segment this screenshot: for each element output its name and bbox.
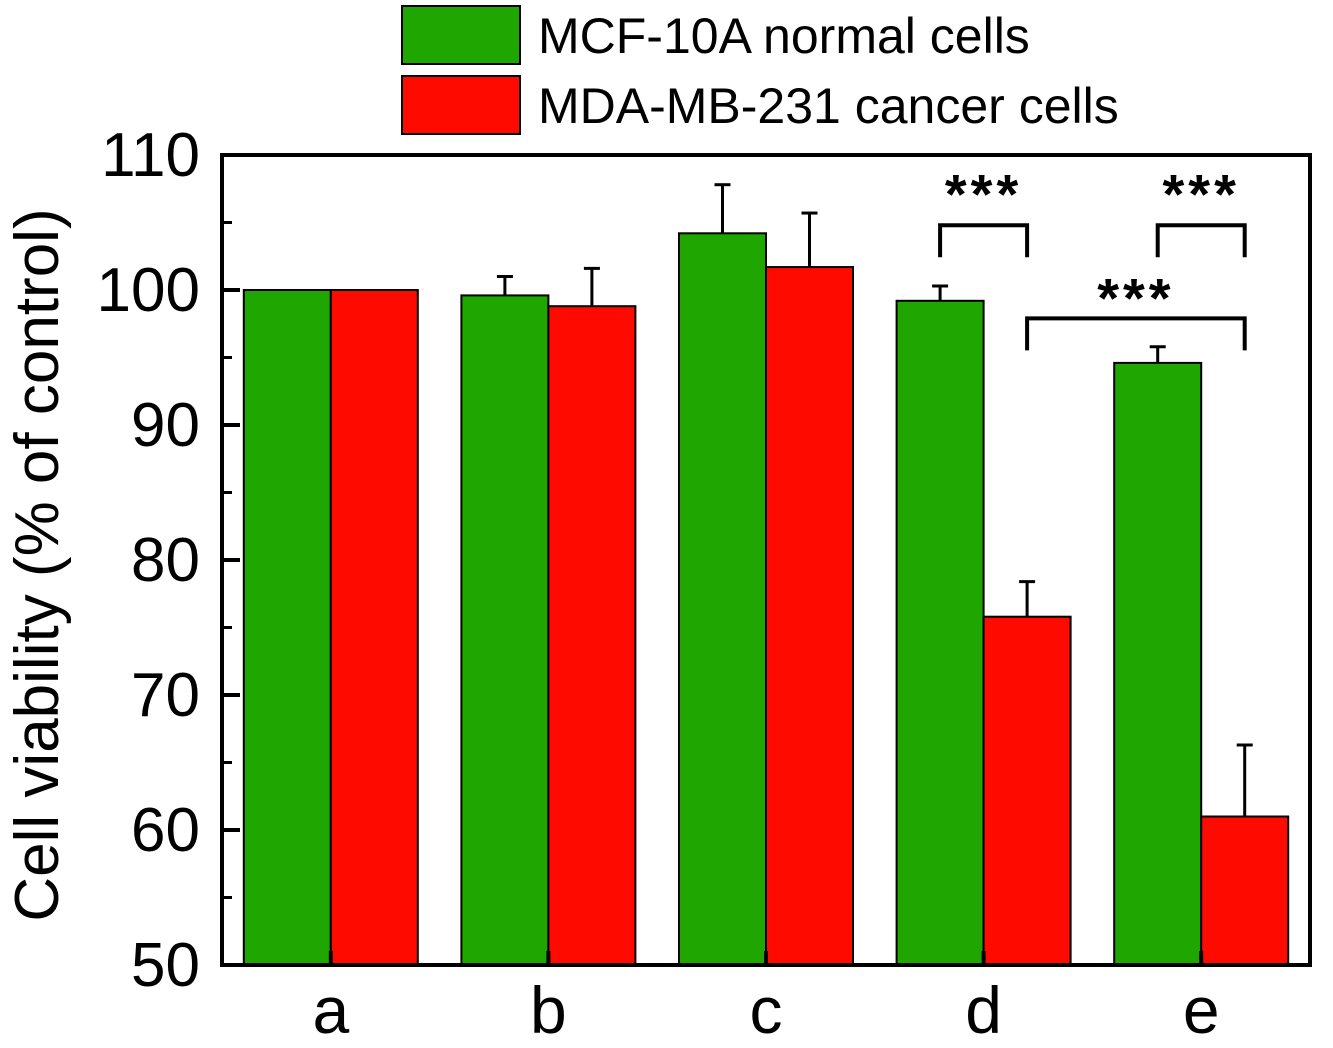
y-tick-label: 70: [131, 661, 200, 730]
x-tick-label-e: e: [1183, 973, 1220, 1043]
y-tick-label: 50: [131, 931, 200, 1000]
significance-bracket-2: [1155, 223, 1247, 258]
significance-label-3: ***: [1097, 266, 1174, 329]
bar-a-series-2: [329, 289, 419, 966]
annotations-layer: *** *** ***: [938, 162, 1247, 351]
significance-bracket-1: [938, 223, 1030, 258]
significance-label-2: ***: [1163, 162, 1240, 225]
x-tick-label-d: d: [965, 973, 1002, 1043]
y-tick-label: 60: [131, 796, 200, 865]
significance-bracket-3: [1025, 316, 1247, 351]
y-tick-label: 100: [97, 256, 200, 325]
legend-label-series-2: MDA-MB-231 cancer cells: [538, 78, 1119, 134]
legend-swatch-series-1: [401, 5, 521, 65]
bar-d-series-1: [895, 299, 985, 966]
axes-layer: 50 60 70 80 90 100 110 a b c d e: [97, 121, 1312, 1047]
bar-c-series-1: [678, 232, 767, 967]
y-axis-title: Cell viability (% of control): [3, 208, 72, 921]
x-tick-label-c: c: [750, 973, 783, 1043]
legend-label-series-1: MCF-10A normal cells: [538, 8, 1030, 64]
bar-d-series-2: [982, 615, 1072, 966]
bar-b-series-2: [547, 305, 637, 966]
bar-c-series-2: [765, 266, 854, 966]
y-tick-label: 110: [101, 121, 200, 190]
legend-swatch-series-2: [401, 75, 521, 135]
y-tick-label: 90: [131, 391, 200, 460]
significance-label-1: ***: [945, 162, 1022, 225]
x-tick-label-a: a: [312, 973, 349, 1043]
legend: MCF-10A normal cells MDA-MB-231 cancer ce…: [401, 5, 1119, 135]
error-bars-layer: [496, 183, 1253, 817]
bar-e-series-2: [1200, 815, 1290, 966]
bar-b-series-1: [460, 294, 550, 966]
bars-layer: [242, 232, 1290, 967]
bar-e-series-1: [1113, 361, 1203, 966]
y-tick-label: 80: [131, 526, 200, 595]
bar-a-series-1: [242, 289, 332, 966]
x-tick-label-b: b: [530, 973, 567, 1043]
